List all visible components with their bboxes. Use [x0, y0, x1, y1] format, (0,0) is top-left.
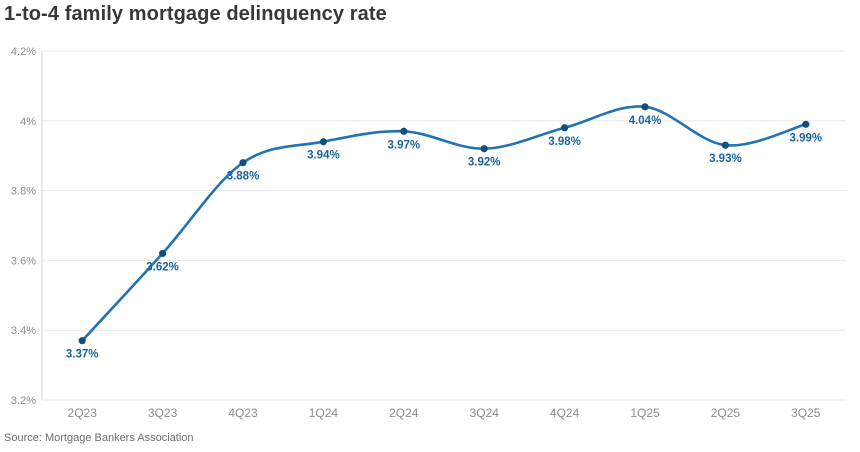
data-point-marker	[802, 120, 810, 128]
y-tick-label: 4.2%	[11, 46, 36, 58]
data-point-label: 3.98%	[548, 136, 581, 148]
series-line	[80, 105, 808, 342]
data-point-marker	[641, 103, 649, 111]
data-point-marker	[721, 141, 730, 149]
y-tick-label: 3.2%	[11, 395, 36, 407]
chart-title: 1-to-4 family mortgage delinquency rate	[4, 3, 387, 25]
data-point-marker	[78, 337, 86, 345]
data-point-marker	[561, 124, 569, 132]
y-tick-label: 4%	[20, 116, 36, 128]
x-tick-label: 4Q23	[228, 406, 258, 420]
y-tick-label: 3.4%	[11, 325, 36, 337]
data-point-label: 3.37%	[66, 349, 99, 361]
x-tick-label: 3Q25	[791, 406, 821, 420]
x-tick-label: 3Q23	[148, 406, 178, 420]
data-point-label: 3.92%	[468, 157, 501, 169]
data-point-label: 3.62%	[146, 261, 179, 273]
data-point-label: 3.99%	[789, 132, 822, 144]
x-tick-label: 2Q24	[389, 406, 419, 420]
x-tick-label: 1Q25	[630, 406, 660, 420]
x-tick-label: 1Q24	[309, 406, 339, 420]
data-point-label: 3.94%	[307, 150, 340, 162]
data-point-marker	[239, 159, 247, 167]
x-tick-label: 2Q25	[711, 406, 741, 420]
source-note: Source: Mortgage Bankers Association	[4, 432, 194, 444]
data-point-marker	[480, 145, 488, 153]
data-point-label: 3.93%	[709, 153, 742, 165]
x-tick-label: 3Q24	[470, 406, 500, 420]
data-point-marker	[400, 127, 408, 135]
x-tick-label: 2Q23	[68, 406, 98, 420]
data-point-label: 4.04%	[629, 115, 662, 127]
data-point-label: 3.97%	[387, 139, 420, 151]
y-tick-label: 3.6%	[11, 255, 36, 267]
data-point-marker	[319, 138, 327, 146]
y-tick-label: 3.8%	[11, 186, 36, 198]
data-point-label: 3.88%	[227, 171, 260, 183]
x-tick-label: 4Q24	[550, 406, 580, 420]
data-point-marker	[159, 249, 167, 258]
